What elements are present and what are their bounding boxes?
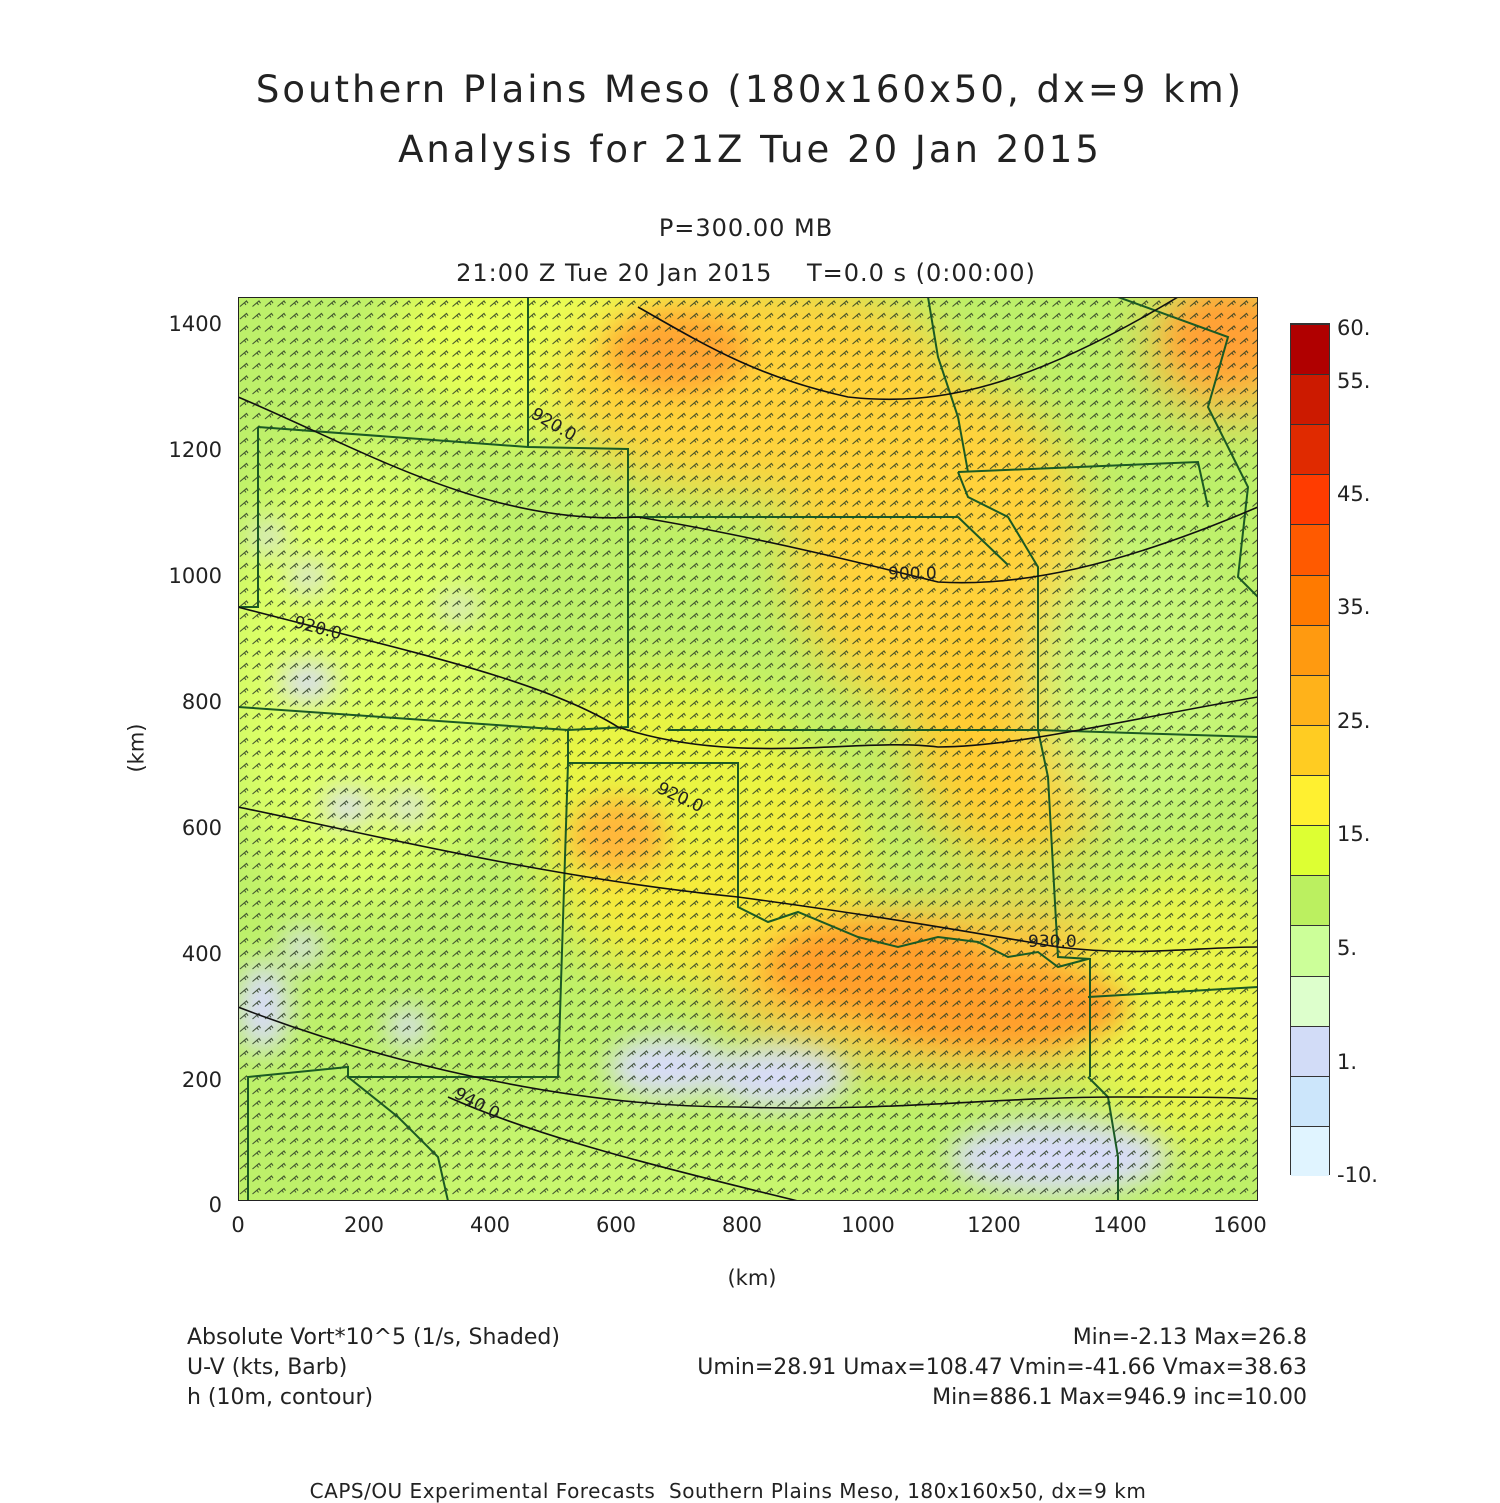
x-tick: 200 <box>343 1213 385 1237</box>
colorbar-label: 35. <box>1337 595 1371 619</box>
title-line-2: Analysis for 21Z Tue 20 Jan 2015 <box>398 128 1102 171</box>
field2-stats: Umin=28.91 Umax=108.47 Vmin=-41.66 Vmax=… <box>697 1355 1307 1380</box>
title-line-1: Southern Plains Meso (180x160x50, dx=9 k… <box>255 68 1245 111</box>
colorbar-segment <box>1291 324 1329 375</box>
y-tick: 600 <box>181 816 222 840</box>
y-tick: 200 <box>181 1068 222 1092</box>
y-tick: 1400 <box>168 312 222 336</box>
colorbar-segment <box>1291 374 1329 425</box>
x-tick: 600 <box>595 1213 637 1237</box>
contour-label: 930.0 <box>1028 932 1077 952</box>
field3-stats: Min=886.1 Max=946.9 inc=10.00 <box>932 1385 1307 1410</box>
colorbar-segment <box>1291 574 1329 625</box>
colorbar-segment <box>1291 925 1329 976</box>
y-tick: 1200 <box>168 438 222 462</box>
field1-stats: Min=-2.13 Max=26.8 <box>1072 1325 1307 1350</box>
colorbar-segment <box>1291 474 1329 525</box>
x-tick: 1000 <box>841 1213 895 1237</box>
colorbar-label: 25. <box>1337 709 1371 733</box>
colorbar-segment <box>1291 674 1329 725</box>
x-tick: 1600 <box>1213 1213 1267 1237</box>
colorbar-segment <box>1291 424 1329 475</box>
y-tick: 0 <box>208 1193 222 1217</box>
x-tick: 800 <box>721 1213 763 1237</box>
colorbar-label: -10. <box>1337 1163 1378 1187</box>
field2-name: U-V (kts, Barb) <box>187 1355 348 1380</box>
contour-label: 900.0 <box>888 564 937 584</box>
x-axis-label: (km) <box>727 1266 777 1290</box>
footer-credit: CAPS/OU Experimental Forecasts Southern … <box>309 1479 1147 1503</box>
colorbar-label: 55. <box>1337 369 1371 393</box>
colorbar-segment <box>1291 975 1329 1026</box>
vorticity-map: 920.0 920.0 900.0 920.0 930.0 940.0 <box>238 297 1258 1201</box>
colorbar-segment <box>1291 624 1329 675</box>
colorbar-segment <box>1291 775 1329 826</box>
colorbar-segment <box>1291 875 1329 926</box>
colorbar-label: 5. <box>1337 936 1358 960</box>
colorbar <box>1290 323 1330 1176</box>
colorbar-segment <box>1291 825 1329 876</box>
y-tick: 1000 <box>168 564 222 588</box>
wind-barbs <box>238 297 1258 1201</box>
field3-name: h (10m, contour) <box>187 1385 374 1410</box>
x-tick: 1200 <box>967 1213 1021 1237</box>
colorbar-segment <box>1291 1075 1329 1126</box>
field1-name: Absolute Vort*10^5 (1/s, Shaded) <box>187 1325 560 1350</box>
y-tick: 800 <box>181 690 222 714</box>
y-axis-label: (km) <box>124 723 149 773</box>
colorbar-segment <box>1291 1125 1329 1176</box>
colorbar-label: 60. <box>1337 316 1371 340</box>
colorbar-label: 15. <box>1337 822 1371 846</box>
y-tick: 400 <box>181 942 222 966</box>
pressure-level: P=300.00 MB <box>658 214 834 242</box>
valid-time: 21:00 Z Tue 20 Jan 2015 T=0.0 s (0:00:00… <box>456 259 1036 287</box>
colorbar-segment <box>1291 1025 1329 1076</box>
plot-frame <box>238 297 1258 1201</box>
colorbar-label: 45. <box>1337 482 1371 506</box>
colorbar-label: 1. <box>1337 1050 1358 1074</box>
x-tick: 1400 <box>1093 1213 1147 1237</box>
colorbar-segment <box>1291 524 1329 575</box>
x-tick: 0 <box>231 1213 245 1237</box>
colorbar-segment <box>1291 724 1329 776</box>
state-borders <box>238 297 1258 1201</box>
x-tick: 400 <box>469 1213 511 1237</box>
height-contours <box>238 297 1258 1201</box>
